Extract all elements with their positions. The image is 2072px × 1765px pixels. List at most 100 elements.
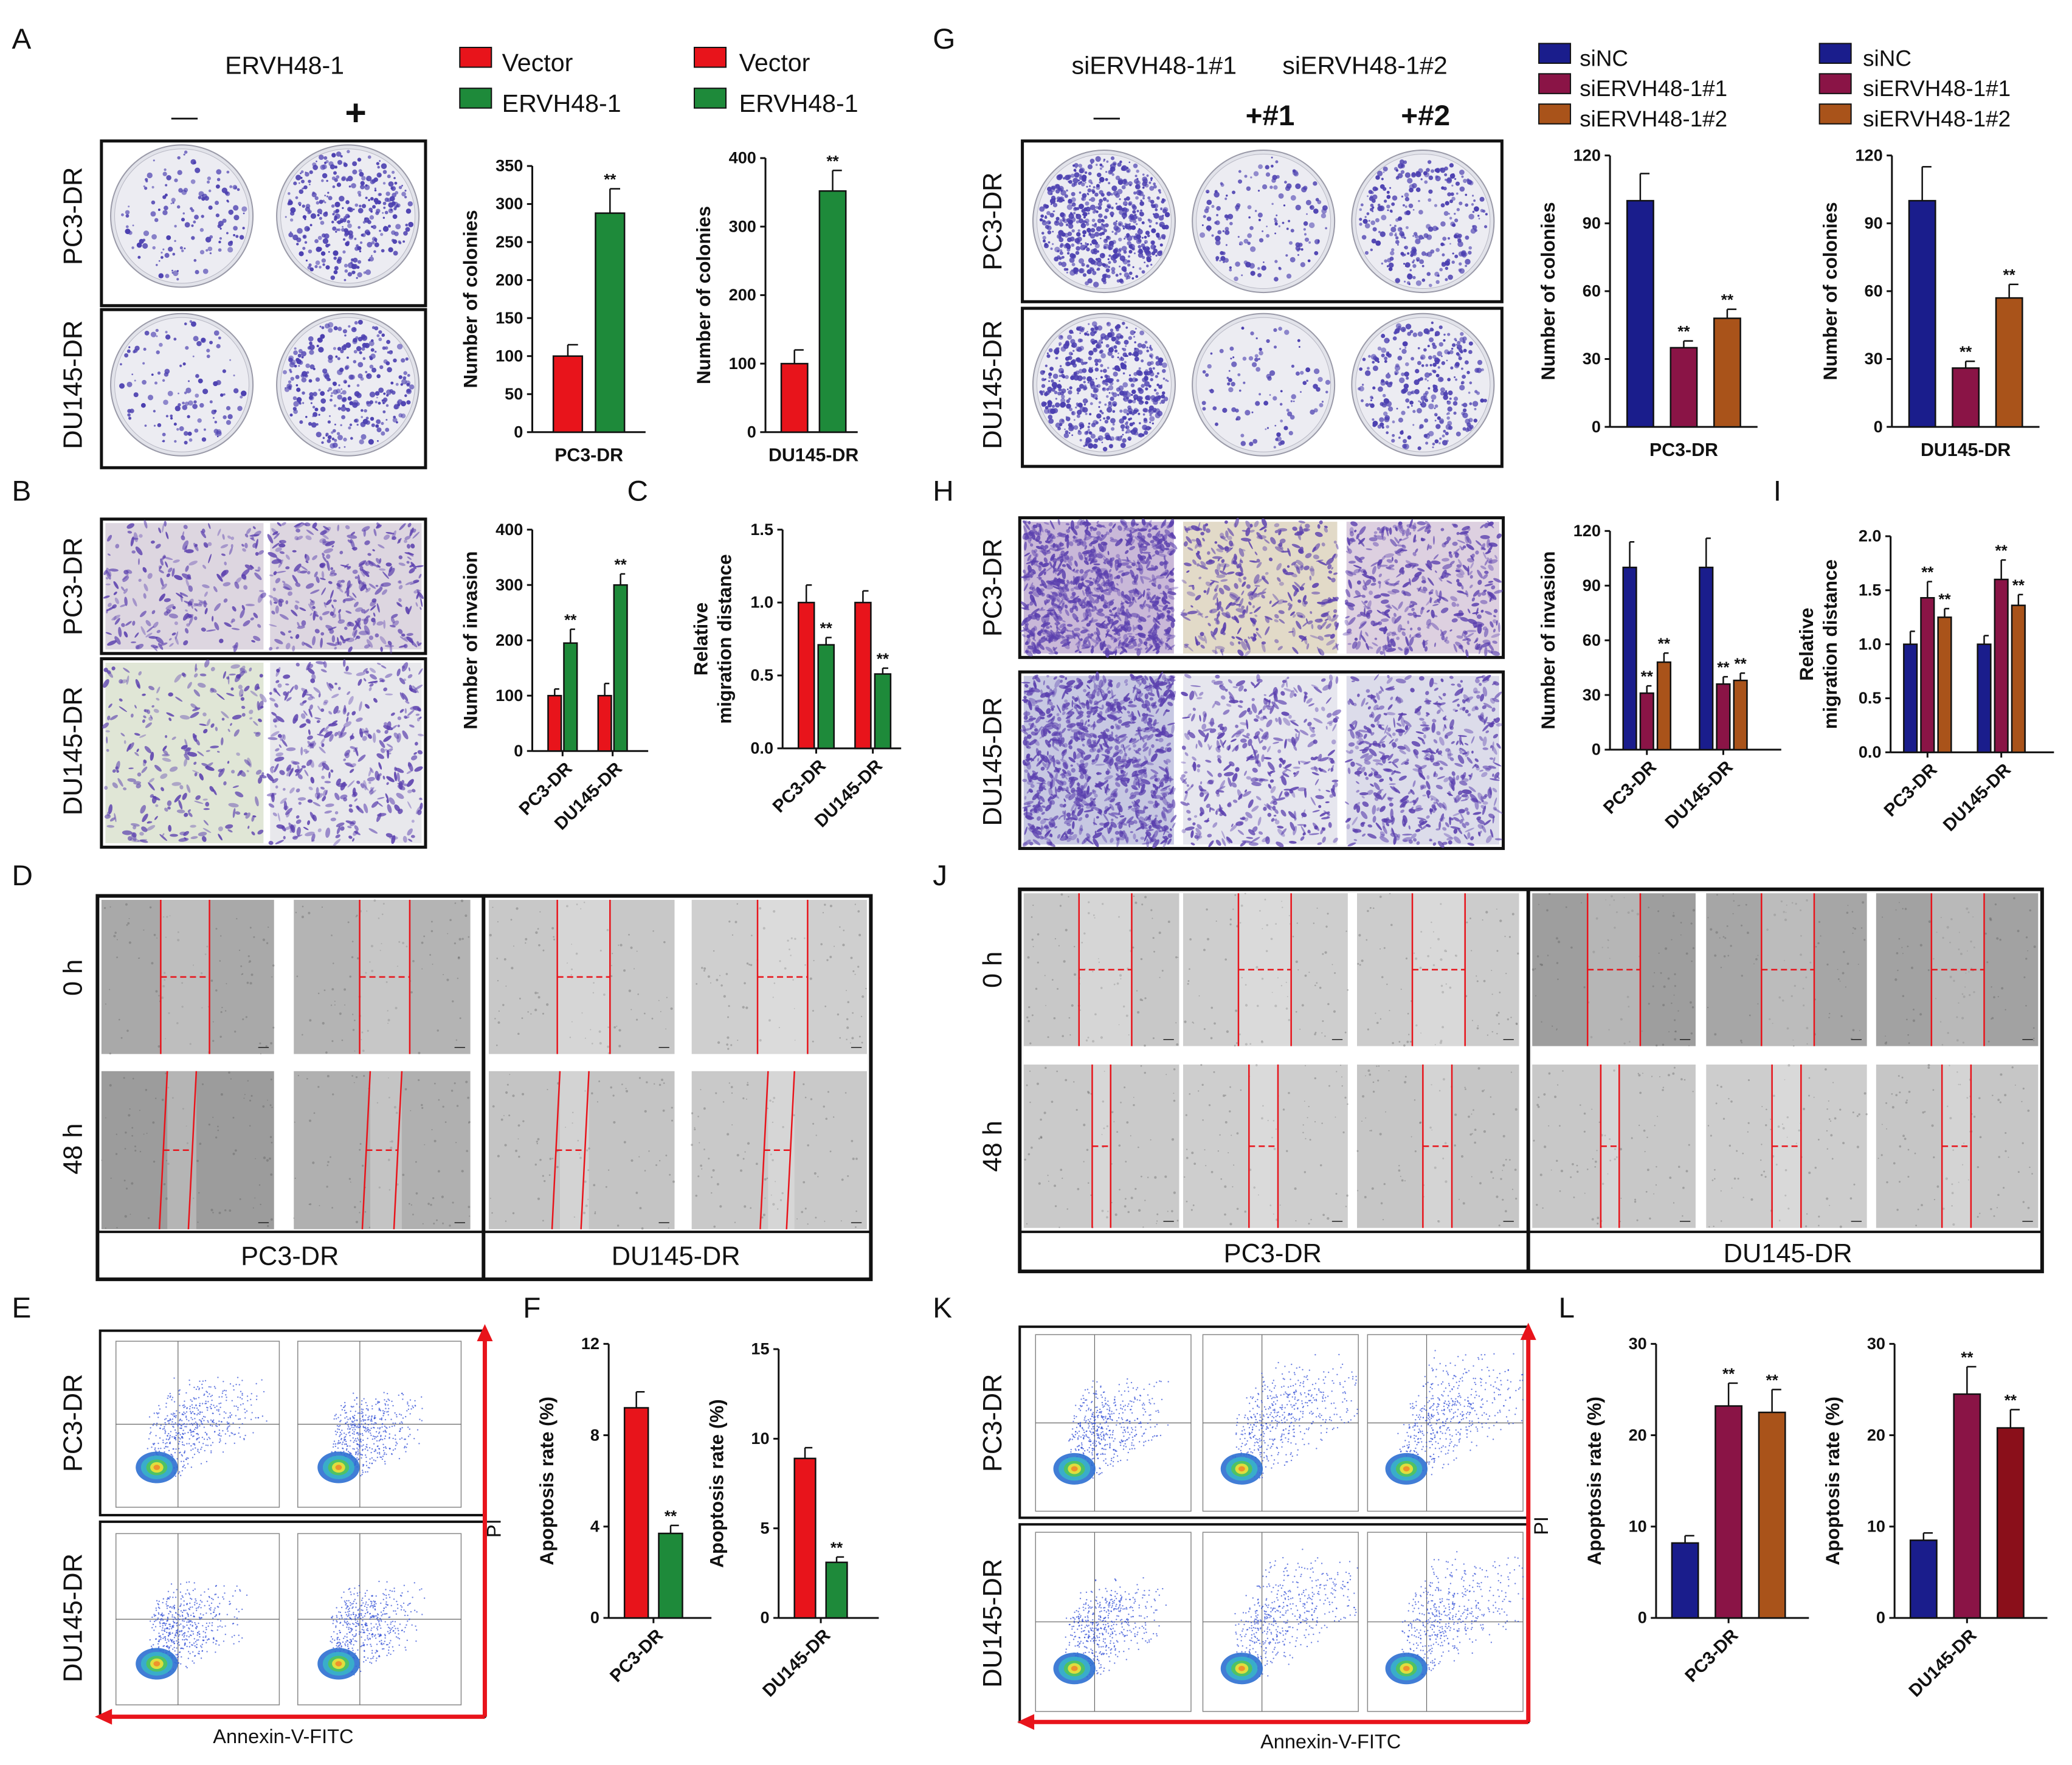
bar: [1639, 692, 1654, 751]
red-axis-arrow-icon: [1520, 1322, 1536, 1340]
bar: [1920, 597, 1935, 753]
panel-letter: C: [627, 475, 648, 507]
significance-mark: **: [1961, 1348, 1974, 1366]
y-axis-label: Number of colonies: [460, 210, 481, 388]
wound-scratch-image: [1706, 893, 1867, 1047]
y-axis-label: Apoptosis rate (%): [1584, 1397, 1605, 1565]
y-tick-label: 0: [1592, 740, 1601, 759]
y-tick-label: 30: [1629, 1334, 1647, 1353]
legend-swatch: [1818, 103, 1852, 125]
y-tick-label: 2.0: [1859, 527, 1882, 545]
bar-chart-L1: 0 10 20 30 Apoptosis rate (%) ** ** PC3-DR: [1584, 1334, 1809, 1686]
bar: [552, 355, 584, 433]
row-label: DU145-DR: [58, 686, 88, 815]
flow-cytometry-scatter-image: [297, 1341, 462, 1508]
plus-sign: +#1: [1246, 100, 1295, 132]
group-label: DU145-DR: [1724, 1239, 1853, 1268]
panel-letter: E: [12, 1292, 32, 1324]
significance-mark: **: [1938, 590, 1951, 609]
y-tick-label: 1.5: [750, 520, 773, 539]
panel-letter: L: [1559, 1292, 1575, 1324]
flow-cytometry-scatter-image: [1035, 1532, 1192, 1712]
bar: [797, 601, 815, 750]
transwell-stain-image: [1344, 674, 1503, 848]
significance-mark: **: [604, 170, 616, 188]
y-tick-label: 50: [505, 384, 523, 403]
time-label: 48 h: [58, 1123, 88, 1174]
treatment-label: ERVH48-1: [225, 51, 344, 79]
red-axis-arrow-icon: [95, 1708, 112, 1725]
wound-scratch-image: [1876, 1063, 2039, 1228]
bar: [563, 642, 578, 752]
y-tick-label: 90: [1865, 213, 1883, 232]
bar: [1626, 199, 1654, 428]
y-axis-label: Number of colonies: [1538, 202, 1559, 380]
x-tick-label: PC3-DR: [554, 445, 623, 465]
y-tick-label: 1.5: [1859, 580, 1882, 599]
legend-label: siERVH48-1#1: [1863, 76, 2011, 101]
y-axis-label: Number of colonies: [693, 206, 714, 384]
bar: [1622, 567, 1637, 751]
row-label: DU145-DR: [58, 320, 88, 449]
flow-cytometry-scatter-image: [115, 1533, 280, 1705]
y-tick-label: 30: [1867, 1334, 1885, 1353]
y-tick-label: 20: [1867, 1425, 1885, 1444]
y-axis-label: Number of colonies: [1820, 202, 1841, 380]
panel-letter: B: [12, 475, 32, 507]
image-layer: [95, 139, 2044, 1730]
transwell-stain-image: [266, 658, 424, 846]
legend-label: Vector: [739, 49, 810, 77]
panel-letter: D: [12, 860, 33, 892]
significance-mark: **: [1995, 542, 2008, 560]
y-axis-label: Number of invasion: [460, 551, 481, 730]
transwell-stain-image: [103, 519, 266, 652]
y-tick-label: 60: [1583, 630, 1601, 649]
y-tick-label: 0: [1592, 417, 1601, 436]
wound-scratch-image: [488, 1071, 675, 1230]
bar: [1758, 1411, 1786, 1619]
legend-swatch: [459, 88, 492, 109]
significance-mark: **: [1921, 563, 1934, 581]
bar-chart-A1: 0 50 100 150 200 250 300 350 Number of colonies *…: [460, 156, 646, 465]
significance-mark: **: [615, 555, 627, 573]
y-tick-label: 0: [514, 422, 523, 441]
petri-dish-image: [1192, 150, 1336, 294]
bar: [854, 601, 872, 750]
wound-scratch-image: [1183, 1063, 1349, 1228]
x-tick-label: PC3-DR: [1880, 760, 1941, 821]
bar: [1994, 578, 2009, 753]
y-tick-label: 0: [514, 741, 523, 760]
row-label: DU145-DR: [58, 1553, 88, 1682]
bar-chart-F2: 0 5 10 15 Apoptosis rate (%) ** DU145-DR: [706, 1339, 879, 1701]
significance-mark: **: [826, 152, 839, 170]
y-axis-label: Apoptosis rate (%): [1822, 1397, 1843, 1565]
bar: [874, 673, 892, 750]
bar: [1909, 1539, 1938, 1619]
y-tick-label: 0.5: [1859, 688, 1882, 707]
significance-mark: **: [831, 1538, 843, 1556]
flow-cytometry-scatter-image: [1202, 1532, 1359, 1712]
significance-mark: **: [2003, 266, 2016, 284]
y-tick-label: 0: [1876, 1608, 1885, 1627]
y-tick-label: 200: [496, 630, 523, 649]
transwell-stain-image: [1179, 674, 1341, 848]
y-tick-label: 120: [1573, 145, 1601, 164]
wound-scratch-image: [1706, 1064, 1868, 1228]
red-axis-arrow-icon: [477, 1324, 493, 1342]
bar: [658, 1532, 683, 1619]
x-tick-label: DU145-DR: [1939, 760, 2015, 835]
x-tick-label: DU145-DR: [759, 1626, 835, 1701]
bar: [2011, 604, 2026, 753]
transwell-stain-image: [1342, 519, 1504, 658]
bar: [1733, 679, 1748, 751]
y-tick-label: 200: [496, 270, 523, 289]
bar: [817, 644, 835, 750]
bar: [613, 584, 628, 752]
panel-letter: F: [523, 1292, 540, 1324]
flow-cytometry-scatter-image: [1035, 1334, 1192, 1512]
y-tick-label: 300: [729, 216, 756, 235]
significance-mark: **: [1721, 291, 1734, 309]
legend-swatch: [1818, 43, 1852, 64]
y-tick-label: 30: [1583, 685, 1601, 704]
petri-dish-image: [110, 144, 254, 288]
